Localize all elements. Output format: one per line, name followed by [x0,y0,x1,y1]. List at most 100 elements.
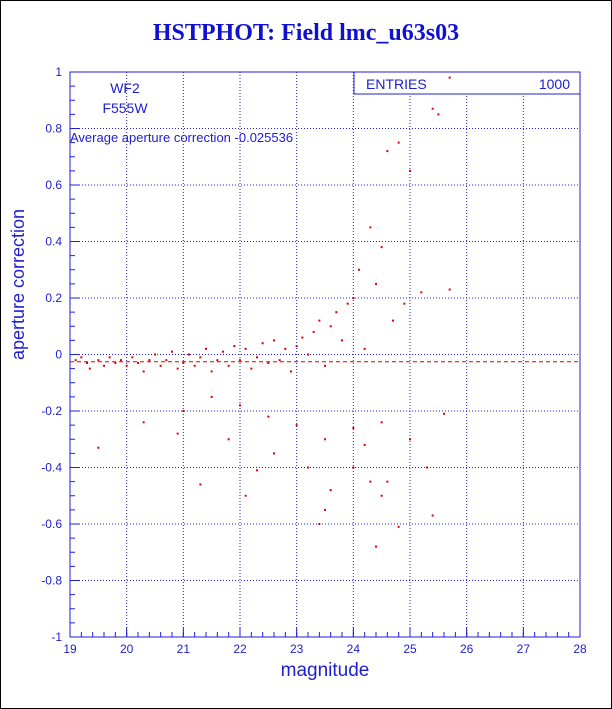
data-point [233,345,236,348]
data-point [86,361,88,364]
y-tick-label: -0.6 [41,517,62,531]
data-point [403,302,406,305]
data-point [222,350,224,353]
data-point [188,353,190,356]
data-point [380,246,383,249]
x-tick-label: 20 [120,642,134,656]
data-point [182,410,185,412]
x-tick-label: 21 [177,642,191,656]
data-point [386,480,389,483]
data-point [295,345,298,348]
data-point [165,359,168,362]
data-point [88,367,91,370]
chart-title: HSTPHOT: Field lmc_u63s03 [152,20,460,46]
data-point [80,356,83,359]
data-point [154,353,156,356]
data-point [409,438,411,441]
data-point [369,480,372,483]
data-point [239,404,241,407]
x-axis-label: magnitude [281,660,370,681]
data-point [273,339,275,342]
data-point [431,514,434,517]
data-point [97,446,100,449]
y-tick-label: 1 [55,65,62,79]
data-point [131,356,134,359]
data-point [142,370,145,373]
chip-label: WF2 [110,80,140,96]
data-point [199,356,202,359]
data-point [431,107,434,110]
x-tick-label: 27 [517,642,531,656]
x-tick-label: 28 [573,642,587,656]
y-tick-label: -1 [51,630,62,644]
y-tick-label: -0.2 [41,404,62,418]
data-point [239,359,241,362]
data-point [114,361,117,364]
data-point [392,319,394,322]
data-point [380,494,383,497]
data-point [307,466,309,469]
data-point [193,364,196,367]
data-point [380,421,383,424]
data-point [397,525,400,528]
data-point [420,291,423,294]
y-tick-label: 0.6 [45,178,62,192]
y-tick-label: 0.4 [45,235,62,249]
data-point [273,452,275,455]
data-point [278,359,281,362]
data-point [256,469,258,472]
data-point [318,523,321,525]
data-point [318,319,321,322]
x-tick-label: 26 [460,642,474,656]
data-point [409,169,411,172]
data-point [210,395,213,398]
data-point [267,415,270,418]
data-point [120,359,122,362]
data-point [369,226,372,229]
data-point [375,282,377,285]
data-point [256,356,258,359]
data-point [437,113,440,116]
data-point [267,361,270,364]
y-tick-label: 0.2 [45,291,62,305]
data-point [261,342,264,345]
data-point [341,339,343,342]
x-tick-label: 22 [233,642,247,656]
average-label: Average aperture correction -0.025536 [70,130,293,145]
data-point [397,141,400,144]
data-point [375,545,377,548]
data-point [307,353,309,356]
data-point [324,508,326,511]
data-point [448,76,451,79]
data-point [250,367,253,370]
data-point [210,370,213,373]
data-point [159,364,162,367]
data-point [363,443,366,446]
data-point [103,364,105,367]
data-point [284,347,287,350]
x-tick-label: 19 [63,642,77,656]
data-point [227,438,230,441]
data-point [352,297,355,299]
data-point [137,361,139,364]
data-point [352,466,355,469]
data-point [290,370,292,373]
data-point [176,367,179,370]
data-point [352,426,355,429]
data-point [148,359,151,362]
data-point [312,330,315,333]
data-point [301,336,304,339]
data-point [97,359,100,362]
data-point [244,494,247,497]
y-tick-label: -0.8 [41,574,62,588]
data-point [386,150,389,153]
data-point [426,466,428,469]
data-point [171,350,173,353]
y-tick-label: 0 [55,348,62,362]
data-point [363,347,366,350]
y-axis-label: aperture correction [8,209,28,360]
data-point [358,268,360,271]
stats-label: ENTRIES [366,76,427,92]
data-point [329,489,332,492]
